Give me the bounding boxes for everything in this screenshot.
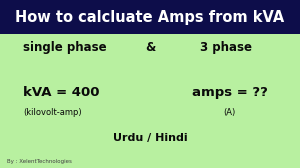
Text: single phase: single phase — [23, 40, 106, 54]
Text: &: & — [145, 40, 155, 54]
Text: By : XelentTechnologies: By : XelentTechnologies — [7, 159, 71, 164]
Text: Urdu / Hindi: Urdu / Hindi — [113, 133, 187, 143]
Text: kVA = 400: kVA = 400 — [23, 86, 100, 99]
Text: 3 phase: 3 phase — [200, 40, 253, 54]
Text: (A): (A) — [224, 108, 236, 117]
Bar — [0, 0, 300, 34]
Text: (kilovolt-amp): (kilovolt-amp) — [23, 108, 82, 117]
Text: How to calcluate Amps from kVA: How to calcluate Amps from kVA — [15, 10, 285, 25]
Text: amps = ??: amps = ?? — [192, 86, 267, 99]
